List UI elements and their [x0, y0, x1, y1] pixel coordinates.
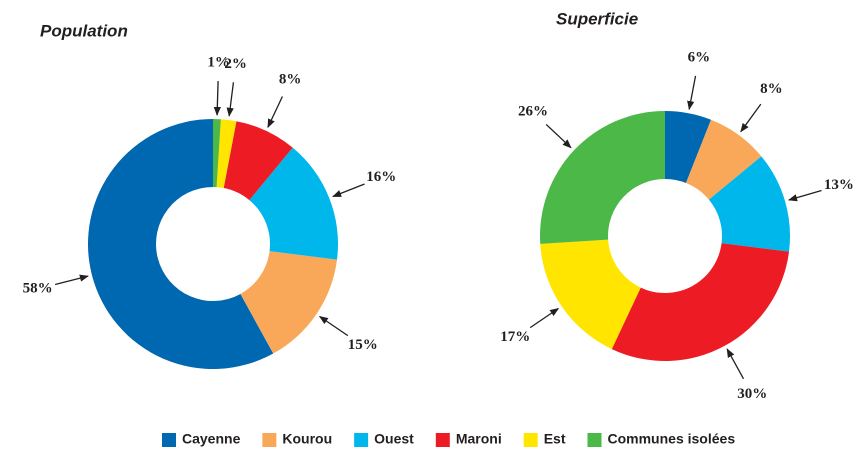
legend-swatch	[354, 433, 369, 447]
legend-label: Cayenne	[182, 431, 241, 447]
label-arrow	[267, 96, 283, 129]
value-label: 15%	[348, 337, 378, 353]
label-arrow	[740, 103, 762, 133]
legend-swatch	[435, 433, 450, 447]
legend-swatch	[523, 433, 538, 447]
label-arrow	[213, 81, 221, 116]
donut-slice	[685, 119, 762, 200]
donut-slice	[87, 119, 274, 369]
value-label: 58%	[23, 280, 53, 296]
donut-slice	[611, 243, 790, 362]
legend-swatch	[587, 433, 602, 447]
legend-label: Communes isolées	[608, 431, 736, 447]
chart-title: Population	[40, 21, 128, 40]
label-arrow	[726, 348, 745, 380]
donut-slice	[240, 251, 338, 354]
label-arrow	[529, 307, 560, 329]
label-arrow	[54, 274, 89, 286]
donut-slice	[216, 119, 237, 189]
value-label: 6%	[688, 50, 711, 66]
donut-slice	[223, 121, 293, 201]
label-arrow	[545, 123, 572, 149]
legend-label: Maroni	[456, 431, 502, 447]
value-label: 16%	[366, 169, 396, 185]
label-arrow	[318, 315, 349, 337]
value-label: 30%	[737, 386, 767, 402]
value-label: 13%	[824, 177, 854, 193]
donut-slice	[249, 147, 339, 260]
value-label: 2%	[224, 56, 247, 72]
donut-slice	[708, 156, 791, 252]
donut-slice	[213, 119, 221, 188]
label-arrow	[788, 189, 822, 202]
donut-slice	[540, 111, 665, 244]
legend-swatch	[162, 433, 176, 447]
legend-label: Ouest	[374, 431, 414, 447]
value-label: 8%	[279, 72, 302, 88]
value-label: 1%	[207, 55, 230, 71]
value-label: 17%	[500, 329, 530, 345]
donut-slice	[665, 111, 712, 184]
value-label: 8%	[760, 81, 783, 97]
donut-slice	[540, 239, 641, 350]
value-label: 26%	[518, 104, 548, 120]
label-arrow	[332, 183, 365, 198]
label-arrow	[687, 75, 697, 111]
legend-label: Est	[544, 431, 566, 447]
label-arrow	[226, 82, 235, 117]
legend-swatch	[262, 433, 277, 447]
legend-label: Kourou	[282, 431, 332, 447]
chart-title: Superficie	[556, 9, 638, 28]
